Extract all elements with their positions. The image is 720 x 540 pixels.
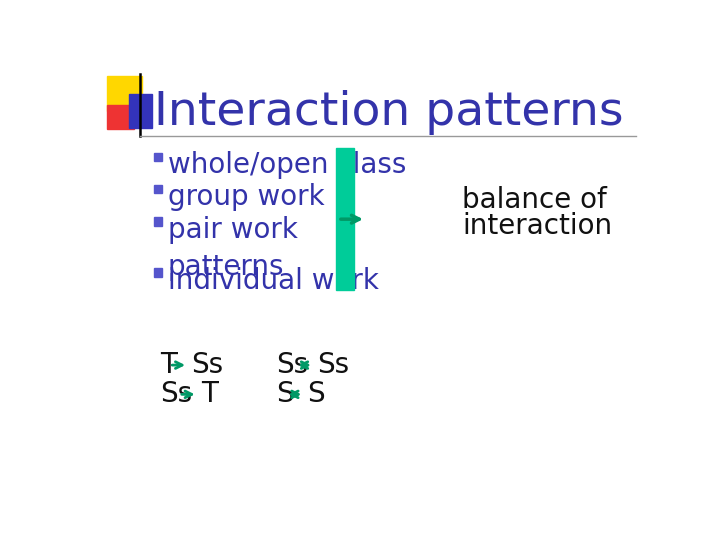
Text: Ss: Ss [276,351,308,379]
Text: balance of: balance of [462,186,607,213]
Text: pair work
patterns: pair work patterns [168,215,297,280]
Text: interaction: interaction [462,213,612,240]
Bar [153,217,162,226]
Bar [336,148,354,291]
Bar [153,185,162,193]
Text: S: S [307,380,325,408]
Bar [153,268,162,276]
Text: group work: group work [168,184,324,211]
Bar [107,105,134,130]
Bar [153,153,162,161]
Text: Ss: Ss [160,380,192,408]
Bar [107,76,142,111]
Text: Ss: Ss [317,351,349,379]
Text: T: T [160,351,176,379]
Text: T: T [201,380,217,408]
Bar [129,94,152,128]
Text: whole/open class: whole/open class [168,151,406,179]
Text: individual work: individual work [168,267,379,294]
Text: S: S [276,380,294,408]
Text: Ss: Ss [191,351,223,379]
Text: Interaction patterns: Interaction patterns [153,90,623,135]
